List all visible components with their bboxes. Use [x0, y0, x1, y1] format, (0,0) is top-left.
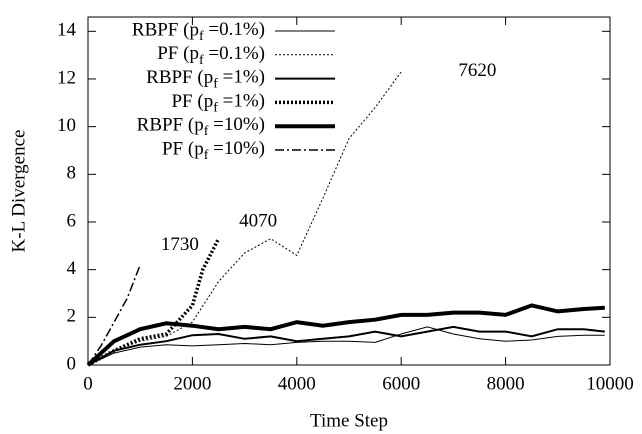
annotation: 1730 — [161, 234, 199, 255]
series-line — [87, 237, 221, 367]
y-tick-label: 14 — [57, 20, 77, 41]
legend-label: RBPF (pf =0.1%) — [132, 19, 265, 44]
legend-label: PF (pf =10%) — [162, 138, 265, 163]
y-tick-label: 6 — [67, 210, 77, 231]
x-axis-label: Time Step — [310, 410, 388, 431]
plot-frame — [87, 16, 611, 366]
annotation: 7620 — [458, 60, 496, 81]
legend-label: RBPF (pf =1%) — [146, 67, 265, 92]
series-line — [87, 325, 605, 366]
y-tick-label: 12 — [57, 67, 76, 88]
legend-label: PF (pf =1%) — [171, 91, 265, 116]
x-tick-label: 4000 — [278, 373, 316, 394]
series-line — [87, 71, 402, 366]
x-tick-label: 8000 — [487, 373, 525, 394]
y-tick-label: 2 — [67, 306, 77, 327]
y-tick-label: 4 — [67, 258, 77, 279]
legend-label: RBPF (pf =10%) — [137, 115, 265, 140]
series-line — [86, 303, 605, 367]
y-tick-label: 8 — [67, 163, 77, 184]
x-tick-label: 0 — [83, 373, 93, 394]
y-tick-label: 0 — [67, 353, 77, 374]
annotation: 4070 — [239, 210, 277, 231]
x-tick-label: 2000 — [173, 373, 211, 394]
series-line — [87, 326, 605, 366]
y-axis-label: K-L Divergence — [8, 130, 29, 253]
x-tick-label: 6000 — [382, 373, 420, 394]
x-tick-label: 10000 — [586, 373, 634, 394]
legend-label: PF (pf =0.1%) — [157, 43, 265, 68]
y-tick-label: 10 — [57, 115, 76, 136]
series-line — [87, 264, 141, 366]
